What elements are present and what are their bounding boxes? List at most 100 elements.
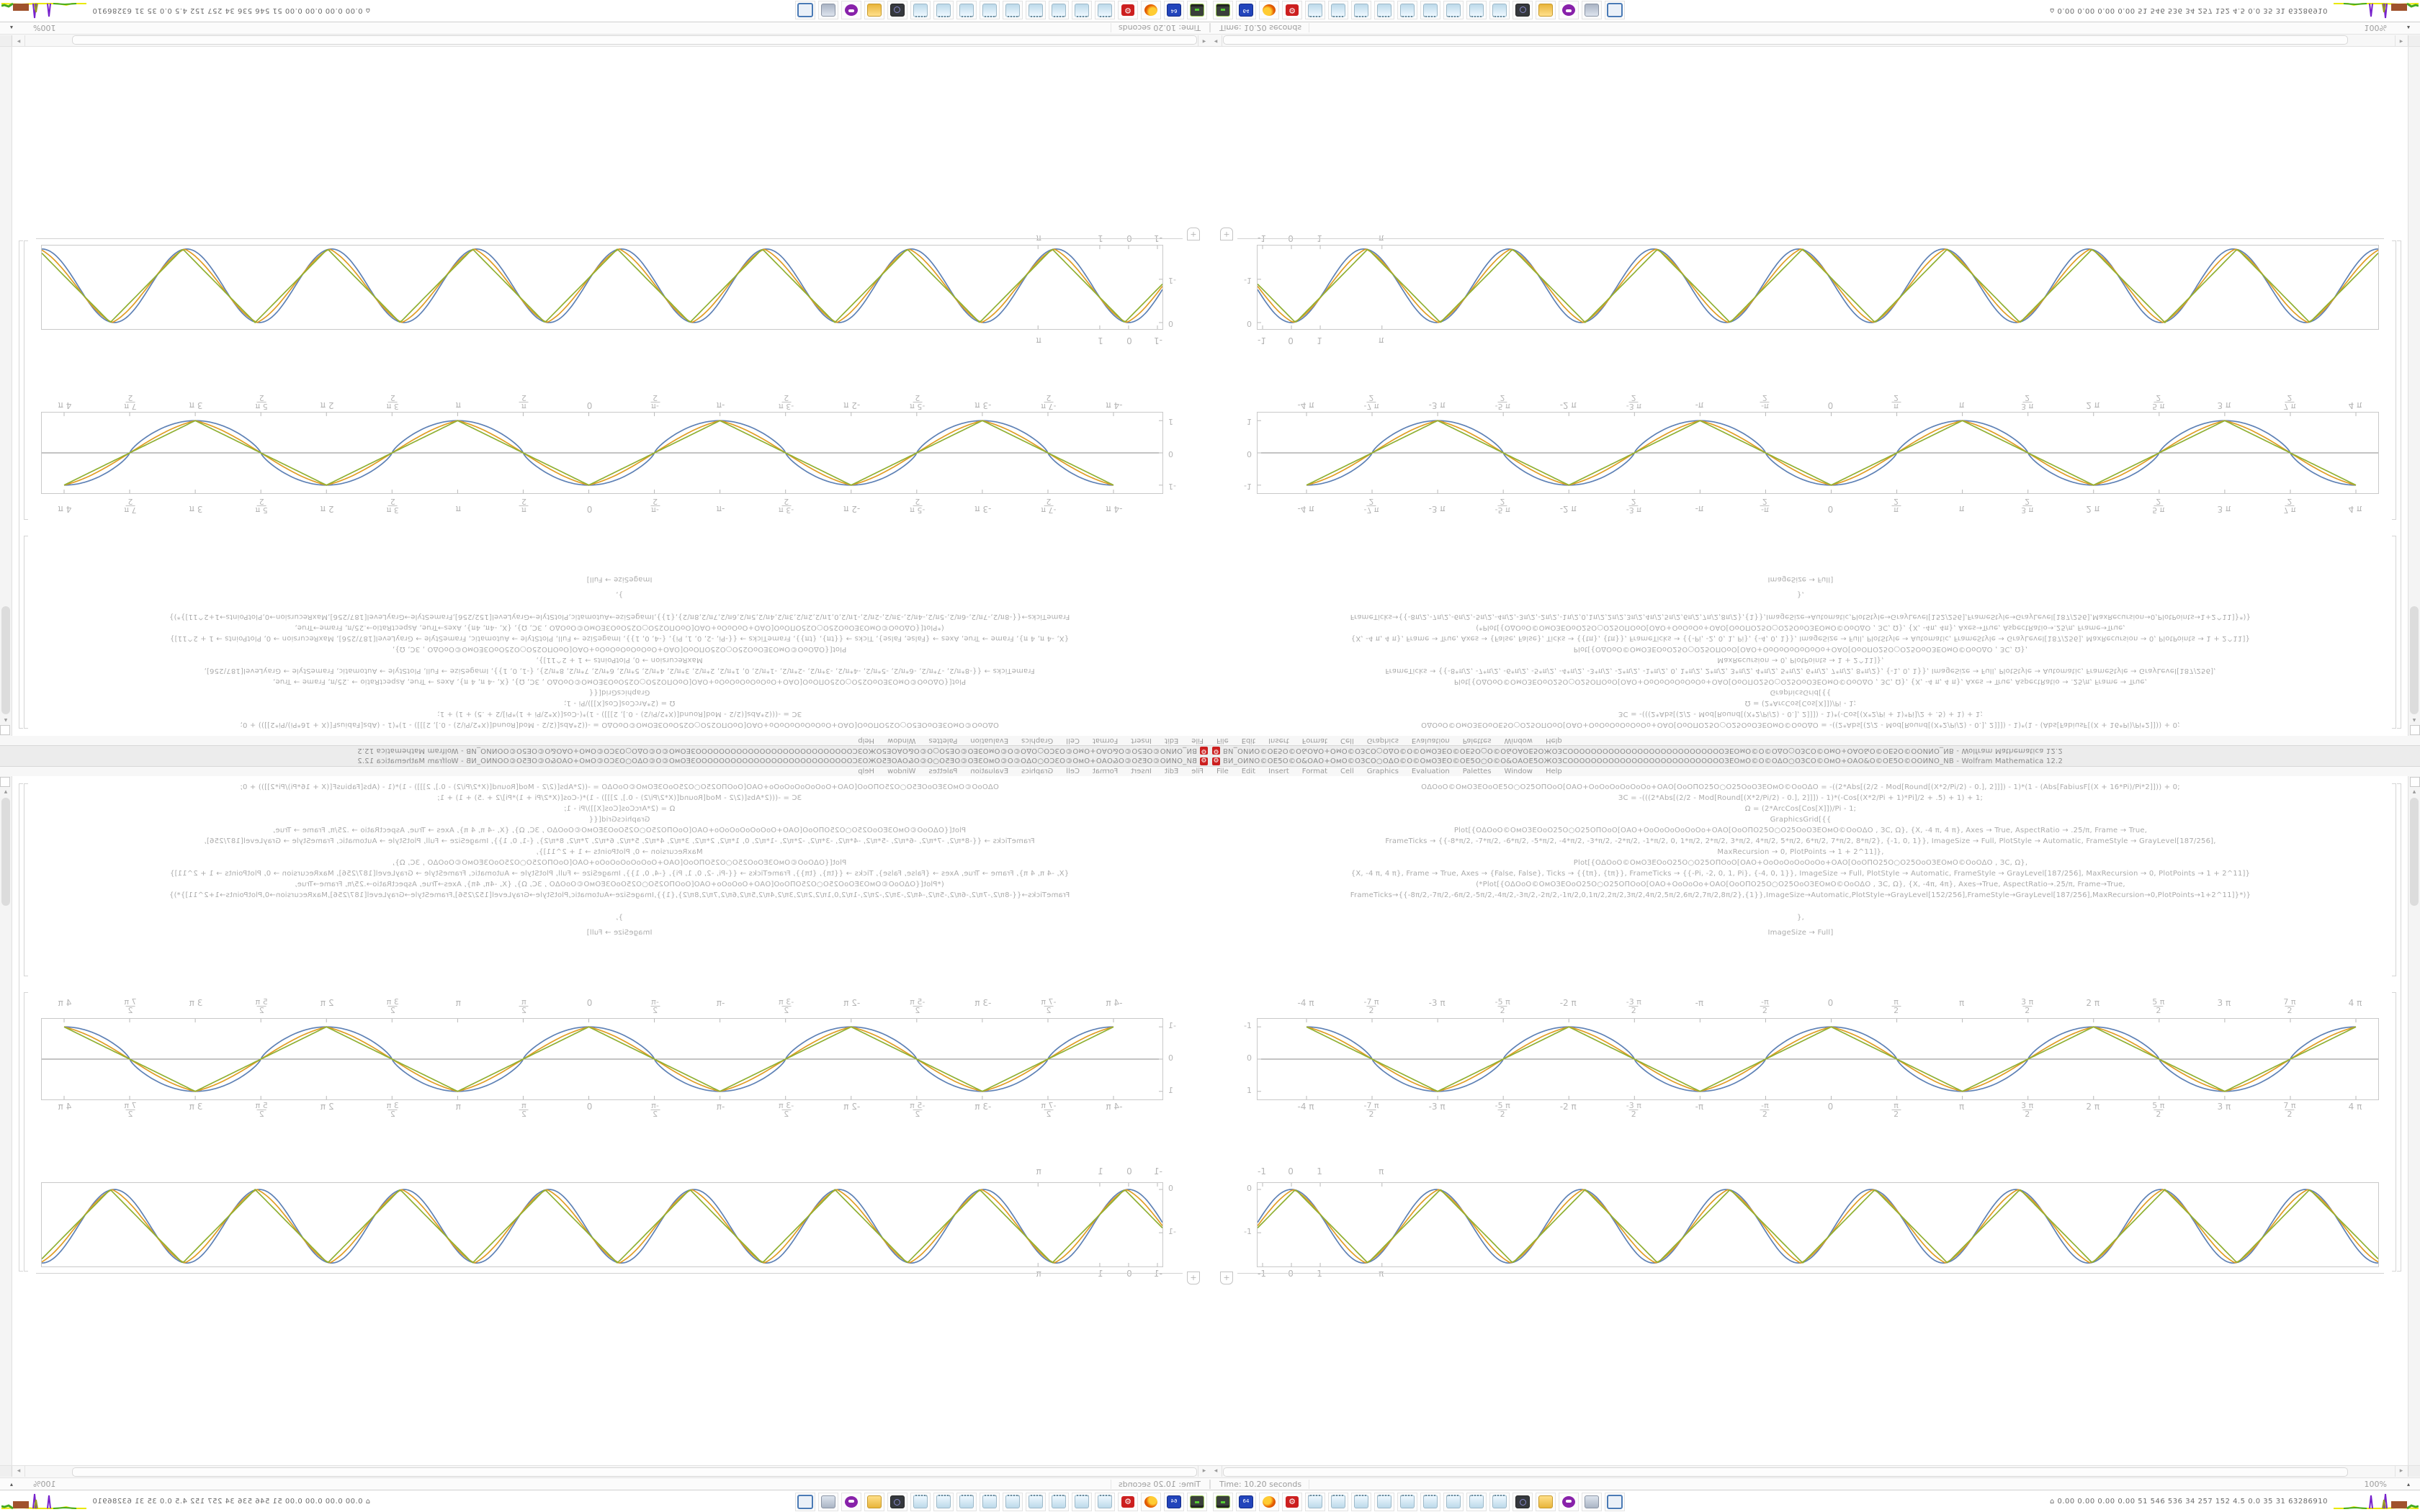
- scroll-left-arrow-icon[interactable]: ◂: [1210, 35, 1222, 46]
- notepad-icon[interactable]: [1328, 1492, 1348, 1511]
- code-cell[interactable]: ОΔОоО©ОмОЗЕОоОЕ5О○О25ОПОоО[ОАО+ОоОоОоОоО…: [1239, 782, 2362, 938]
- menu-file[interactable]: File: [1216, 737, 1229, 744]
- notepad-icon[interactable]: [980, 1492, 1000, 1511]
- cell-bracket-code[interactable]: [2392, 783, 2396, 976]
- drive-indicator-icon[interactable]: [1187, 1492, 1207, 1511]
- notepad-icon[interactable]: [1420, 1, 1440, 20]
- magnification-level[interactable]: 100%: [33, 23, 56, 33]
- horizontal-scrollbar[interactable]: ◂ ▸: [0, 35, 1210, 47]
- vertical-scrollbar[interactable]: ▴: [0, 47, 12, 736]
- magnification-level[interactable]: 100%: [2364, 23, 2387, 33]
- notepad-icon[interactable]: [956, 1492, 977, 1511]
- menu-graphics[interactable]: Graphics: [1366, 768, 1399, 775]
- cell-bracket-code[interactable]: [24, 783, 28, 976]
- cell-bracket-outer[interactable]: [19, 240, 23, 729]
- window-elevator-box[interactable]: [2410, 777, 2420, 787]
- scroll-up-arrow-icon[interactable]: ▴: [2412, 788, 2416, 796]
- menu-cell[interactable]: Cell: [1340, 737, 1354, 744]
- scroll-right-arrow-icon[interactable]: ▸: [2395, 1466, 2407, 1477]
- notepad-icon[interactable]: [910, 1, 931, 20]
- scroll-up-arrow-icon[interactable]: ▴: [2412, 716, 2416, 724]
- folder-icon[interactable]: [1536, 1, 1556, 20]
- window-icon[interactable]: [1605, 1, 1625, 20]
- cell-bracket-code[interactable]: [2392, 536, 2396, 729]
- menu-evaluation[interactable]: Evaluation: [1411, 768, 1450, 775]
- notepad-icon[interactable]: [1305, 1492, 1325, 1511]
- magnification-level[interactable]: 100%: [2364, 1479, 2387, 1489]
- notepad-icon[interactable]: [933, 1492, 954, 1511]
- menu-format[interactable]: Format: [1092, 768, 1119, 775]
- menu-graphics[interactable]: Graphics: [1366, 737, 1399, 744]
- menu-evaluation[interactable]: Evaluation: [970, 737, 1009, 744]
- drive-indicator-icon[interactable]: [1187, 1, 1207, 20]
- menu-graphics[interactable]: Graphics: [1021, 768, 1054, 775]
- menu-window[interactable]: Window: [1504, 768, 1533, 775]
- menu-edit[interactable]: Edit: [1241, 737, 1256, 744]
- magnification-dropdown-icon[interactable]: ▴: [2406, 1480, 2410, 1488]
- notepad-icon[interactable]: [1443, 1, 1464, 20]
- notepad-icon[interactable]: [1072, 1, 1092, 20]
- menu-window[interactable]: Window: [1504, 737, 1533, 744]
- horizontal-scrollbar[interactable]: ◂ ▸: [1210, 1465, 2420, 1477]
- firefox-icon[interactable]: [1141, 1492, 1161, 1511]
- notepad-icon[interactable]: [1072, 1492, 1092, 1511]
- menu-help[interactable]: Help: [858, 737, 875, 744]
- insert-cell-plus-icon[interactable]: +: [1187, 228, 1200, 240]
- vertical-scrollbar[interactable]: ▴: [2408, 776, 2420, 1465]
- magnification-dropdown-icon[interactable]: ▴: [2406, 24, 2410, 32]
- cell-bracket-outer[interactable]: [2397, 240, 2401, 729]
- scroll-right-arrow-icon[interactable]: ▸: [13, 35, 25, 46]
- notepad-icon[interactable]: [1351, 1, 1371, 20]
- notepad-icon[interactable]: [1489, 1, 1510, 20]
- vertical-scroll-thumb[interactable]: [1, 798, 10, 906]
- notepad-icon[interactable]: [980, 1, 1000, 20]
- menu-window[interactable]: Window: [887, 768, 916, 775]
- scroll-left-arrow-icon[interactable]: ◂: [1198, 1466, 1210, 1477]
- vertical-scroll-thumb[interactable]: [1, 606, 10, 714]
- cell-bracket-output[interactable]: [24, 992, 28, 1272]
- insert-cell-plus-icon[interactable]: +: [1220, 228, 1233, 240]
- menu-file[interactable]: File: [1191, 737, 1204, 744]
- horizontal-scroll-thumb[interactable]: [1223, 1467, 2348, 1477]
- floppy-64-icon[interactable]: 64: [1164, 1, 1184, 20]
- notepad-icon[interactable]: [1466, 1, 1487, 20]
- firefox-icon[interactable]: [1259, 1492, 1279, 1511]
- menu-help[interactable]: Help: [1545, 768, 1562, 775]
- menu-format[interactable]: Format: [1301, 737, 1328, 744]
- scroll-left-arrow-icon[interactable]: ◂: [1210, 1466, 1222, 1477]
- folder-icon[interactable]: [864, 1492, 884, 1511]
- menu-format[interactable]: Format: [1092, 737, 1119, 744]
- horizontal-scroll-thumb[interactable]: [1223, 35, 2348, 45]
- mathematica-gear-icon[interactable]: ⚙: [1282, 1492, 1302, 1511]
- notepad-icon[interactable]: [1305, 1, 1325, 20]
- menu-graphics[interactable]: Graphics: [1021, 737, 1054, 744]
- scroll-up-arrow-icon[interactable]: ▴: [4, 716, 8, 724]
- mathematica-gear-icon[interactable]: ⚙: [1118, 1, 1138, 20]
- menu-palettes[interactable]: Palettes: [928, 768, 958, 775]
- menu-edit[interactable]: Edit: [1241, 768, 1256, 775]
- menu-evaluation[interactable]: Evaluation: [1411, 737, 1450, 744]
- mascot-icon[interactable]: [1559, 1, 1579, 20]
- notepad-icon[interactable]: [1328, 1, 1348, 20]
- window-elevator-box[interactable]: [2410, 725, 2420, 735]
- notepad-icon[interactable]: [1095, 1, 1115, 20]
- notepad-icon[interactable]: [1443, 1492, 1464, 1511]
- folder-icon[interactable]: [1536, 1492, 1556, 1511]
- menu-insert[interactable]: Insert: [1268, 768, 1289, 775]
- menu-file[interactable]: File: [1191, 768, 1204, 775]
- magnification-dropdown-icon[interactable]: ▴: [10, 24, 14, 32]
- scroll-up-arrow-icon[interactable]: ▴: [4, 788, 8, 796]
- window-titlebar[interactable]: ⚙ ВИ_ОИNО©ОЕ5О©О&ОАО+ОмО©ОЗСО○ОΔО©О©ОмОЗ…: [1210, 745, 2420, 756]
- notepad-icon[interactable]: [1049, 1492, 1069, 1511]
- cell-bracket-output[interactable]: [2392, 240, 2396, 520]
- menu-cell[interactable]: Cell: [1066, 737, 1080, 744]
- mascot-icon[interactable]: [841, 1, 861, 20]
- horizontal-scrollbar[interactable]: ◂ ▸: [1210, 35, 2420, 47]
- notepad-icon[interactable]: [1374, 1492, 1394, 1511]
- cell-insertion-bar[interactable]: +: [1220, 1270, 2387, 1284]
- drive-indicator-icon[interactable]: [1213, 1492, 1233, 1511]
- scroll-right-arrow-icon[interactable]: ▸: [13, 1466, 25, 1477]
- window-elevator-box[interactable]: [0, 777, 10, 787]
- vertical-scrollbar[interactable]: ▴: [0, 776, 12, 1465]
- window-icon[interactable]: [1605, 1492, 1625, 1511]
